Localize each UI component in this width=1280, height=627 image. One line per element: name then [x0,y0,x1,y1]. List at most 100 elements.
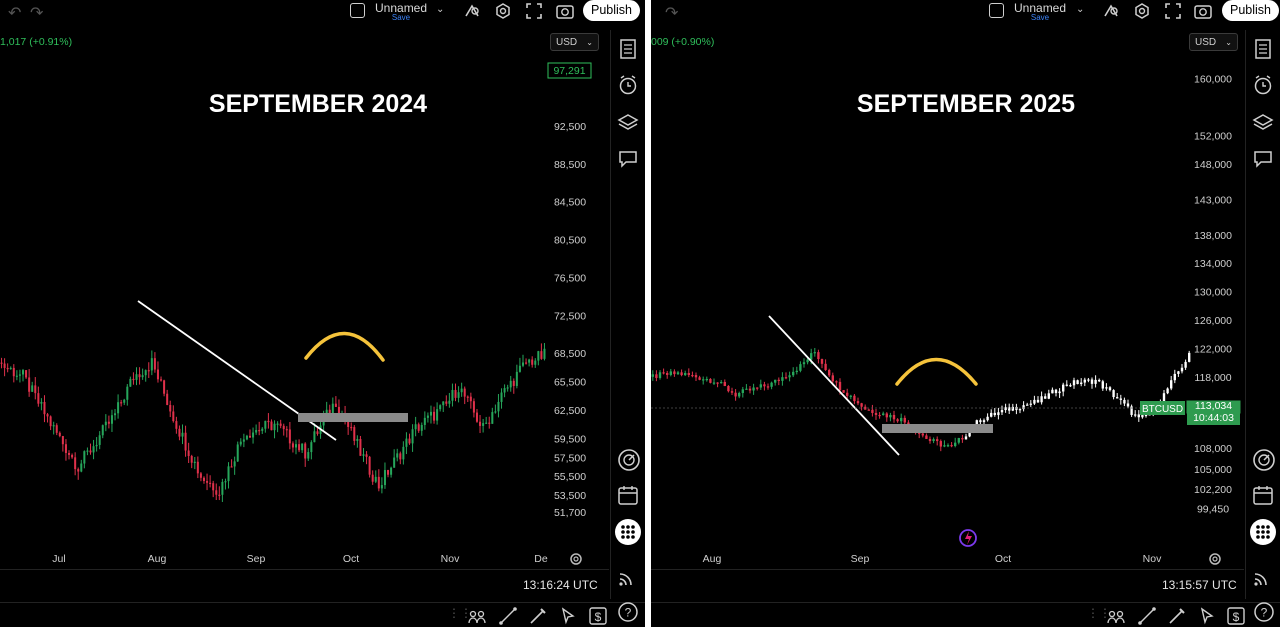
drag-handle-icon[interactable]: ⋮⋮ [448,606,472,620]
candle [28,377,31,392]
candle [445,401,448,404]
price-tag-icon[interactable]: $ [588,606,608,626]
support-zone [882,424,993,433]
apps-grid-icon[interactable] [614,518,642,546]
publish-button[interactable]: Publish [583,0,640,21]
brush-icon[interactable] [1167,606,1187,626]
x-tick-label: Nov [1143,553,1162,565]
chevron-down-icon[interactable]: ⌄ [1076,4,1085,15]
candle [943,445,946,447]
layout-name[interactable]: Unnamed [1014,1,1067,15]
ticker-change: 1,017 (+0.91%) [0,36,73,48]
candle [676,372,680,375]
layout-icon[interactable] [989,3,1004,18]
settings-icon[interactable] [494,2,512,20]
candle [518,365,521,372]
watchlist-icon[interactable] [617,38,639,60]
candle [871,409,874,413]
layers-icon[interactable] [617,112,639,134]
y-tick-label: 88,500 [554,159,586,171]
candle [1076,380,1079,385]
layers-icon[interactable] [1252,112,1274,134]
candle [242,439,245,442]
candle [98,435,101,445]
publish-button[interactable]: Publish [1222,0,1279,21]
candle [371,474,374,482]
candle [61,436,64,445]
candle [95,444,98,447]
candle [1029,403,1032,405]
chevron-down-icon: ⌄ [586,38,593,47]
crowd-icon[interactable] [467,606,487,626]
layout-name[interactable]: Unnamed [375,1,428,15]
brush-icon[interactable] [528,606,548,626]
candle [55,425,58,433]
candle [1026,404,1029,406]
apps-grid-icon[interactable] [1249,518,1277,546]
price-chart-2025[interactable]: SEPTEMBER 2025 160,000 152,000 148,000 143,0… [651,28,1245,568]
currency-label: USD [1195,37,1217,48]
candle [860,403,863,407]
candle [1130,406,1133,415]
currency-select[interactable]: USD ⌄ [1189,33,1238,51]
target-icon[interactable] [1252,448,1276,472]
fullscreen-icon[interactable] [1164,2,1182,20]
chevron-down-icon[interactable]: ⌄ [436,4,445,15]
price-tag-icon[interactable]: $ [1226,606,1246,626]
candle [426,415,429,418]
price-chart-2024[interactable]: SEPTEMBER 2024 92,500 88,500 84,500 80,500 76… [0,28,610,568]
candle [666,373,669,375]
target-icon[interactable] [617,448,641,472]
help-icon[interactable]: ? [1253,601,1275,623]
candle [957,437,960,443]
camera-icon[interactable] [1193,2,1213,20]
candle [457,392,460,398]
cursor-icon[interactable] [1197,606,1217,626]
candle [1018,409,1022,411]
broadcast-icon[interactable] [617,566,639,588]
indicators-icon[interactable] [463,2,481,20]
cursor-icon[interactable] [558,606,578,626]
trendline-tool-icon[interactable] [498,606,518,626]
save-link[interactable]: Save [1030,13,1050,22]
candle [267,420,270,423]
candle [126,386,129,400]
candle [184,432,187,451]
calendar-icon[interactable] [617,484,639,506]
fullscreen-icon[interactable] [525,2,543,20]
top-toolbar: ↶ ↷ Unnamed Save ⌄ Publish [0,0,645,26]
candle [1173,373,1176,381]
watchlist-icon[interactable] [1252,38,1274,60]
chat-icon[interactable] [617,148,639,170]
gear-icon[interactable] [568,551,584,567]
candle [83,451,86,464]
candle [215,490,218,495]
camera-icon[interactable] [555,2,575,20]
crowd-icon[interactable] [1106,606,1126,626]
candle [515,371,518,386]
chat-icon[interactable] [1252,148,1274,170]
candle [1047,393,1050,399]
broadcast-icon[interactable] [1252,566,1274,588]
calendar-icon[interactable] [1252,484,1274,506]
redo-icon[interactable]: ↷ [665,5,679,22]
assistant-sparkle-icon[interactable] [957,527,979,549]
layout-icon[interactable] [350,3,365,18]
undo-icon[interactable]: ↶ [8,5,22,22]
alarm-icon[interactable] [1252,74,1274,96]
gear-icon[interactable] [1207,551,1223,567]
settings-icon[interactable] [1133,2,1151,20]
save-link[interactable]: Save [391,13,411,22]
candle [107,421,110,424]
help-icon[interactable]: ? [617,601,639,623]
trendline-tool-icon[interactable] [1137,606,1157,626]
currency-label: USD [556,37,578,48]
indicators-icon[interactable] [1102,2,1120,20]
drag-handle-icon[interactable]: ⋮⋮ [1087,606,1111,620]
candle [423,417,426,425]
candle [43,401,46,415]
redo-icon[interactable]: ↷ [30,5,44,22]
currency-select[interactable]: USD ⌄ [550,33,599,51]
svg-text:$: $ [1233,610,1240,624]
alarm-icon[interactable] [617,74,639,96]
